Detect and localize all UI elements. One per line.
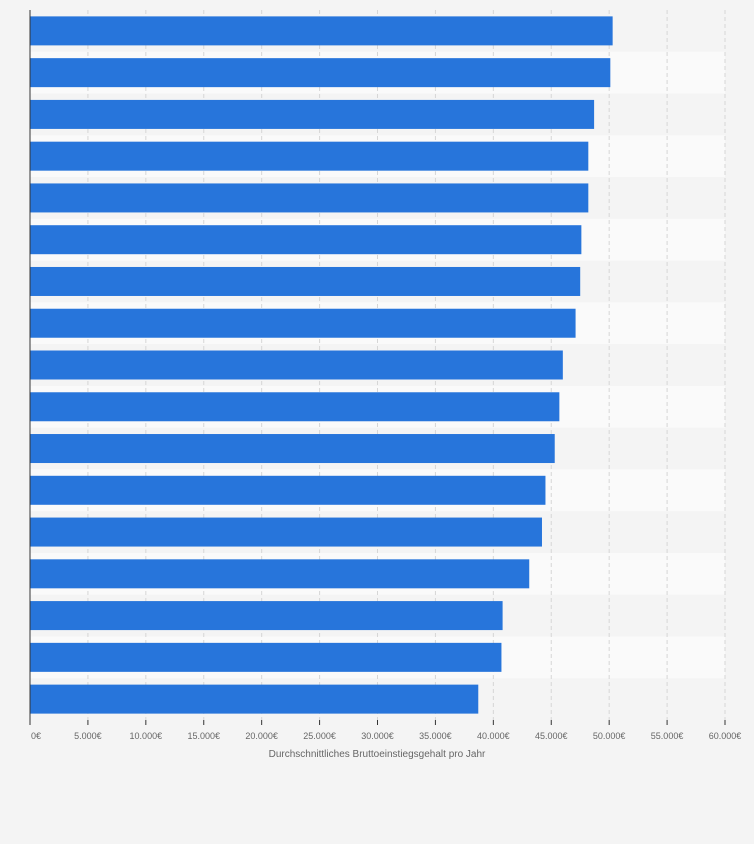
bar	[30, 141, 589, 171]
bar	[30, 684, 479, 714]
x-tick-label: 15.000€	[187, 731, 220, 741]
bar	[30, 350, 563, 380]
bar	[30, 517, 542, 547]
bar	[30, 559, 530, 589]
bar	[30, 225, 582, 255]
x-tick-label: 35.000€	[419, 731, 452, 741]
bar	[30, 58, 611, 88]
bar	[30, 99, 595, 129]
bar	[30, 475, 546, 505]
x-tick-label: 10.000€	[130, 731, 163, 741]
x-tick-label: 60.000€	[709, 731, 742, 741]
bar	[30, 16, 613, 46]
x-tick-label: 50.000€	[593, 731, 626, 741]
x-tick-label: 40.000€	[477, 731, 510, 741]
bar	[30, 642, 502, 672]
bar	[30, 266, 581, 296]
x-tick-label: 25.000€	[303, 731, 336, 741]
x-tick-label: 45.000€	[535, 731, 568, 741]
bar	[30, 183, 589, 213]
bar	[30, 434, 555, 464]
x-tick-labels: 0€ 5.000€ 10.000€ 15.000€ 20.000€ 25.000€ 30.0…	[29, 720, 742, 741]
x-tick-label: 0€	[31, 731, 41, 741]
x-tick-label: 30.000€	[361, 731, 394, 741]
bars	[30, 16, 613, 714]
x-tick-label: 20.000€	[245, 731, 278, 741]
x-tick-label: 5.000€	[74, 731, 102, 741]
x-axis-label: Durchschnittliches Bruttoeinstiegsgehalt…	[269, 749, 486, 760]
bar	[30, 601, 503, 631]
x-tick-label: 55.000€	[651, 731, 684, 741]
bar	[30, 392, 560, 422]
bar	[30, 308, 576, 338]
